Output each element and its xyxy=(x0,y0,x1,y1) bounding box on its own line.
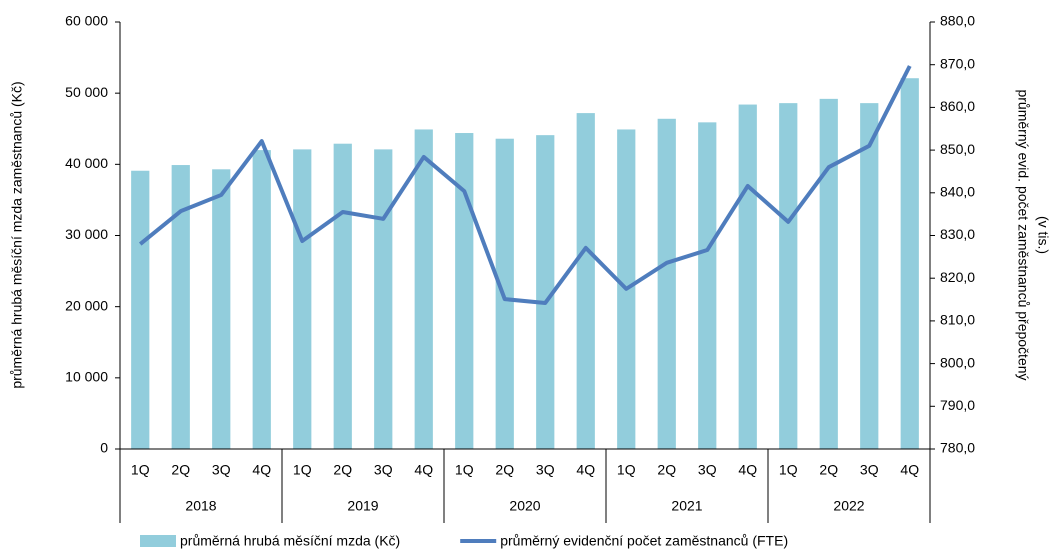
bar xyxy=(698,122,717,449)
x-group-label: 2021 xyxy=(671,498,702,514)
bar xyxy=(131,170,150,449)
bar xyxy=(293,149,312,449)
y-tick-label: 60 000 xyxy=(65,13,108,29)
y2-tick-label: 810,0 xyxy=(940,312,975,328)
x-tick-label: 1Q xyxy=(131,462,150,478)
bar xyxy=(779,103,798,449)
y2-tick-label: 780,0 xyxy=(940,440,975,456)
y2-tick-label: 840,0 xyxy=(940,184,975,200)
legend-label: průměrná hrubá měsíční mzda (Kč) xyxy=(180,533,400,549)
x-tick-label: 1Q xyxy=(293,462,312,478)
y-tick-label: 40 000 xyxy=(65,155,108,171)
bar xyxy=(171,165,190,450)
y2-tick-label: 850,0 xyxy=(940,141,975,157)
x-tick-label: 3Q xyxy=(212,462,231,478)
legend-label: průměrný evidenční počet zaměstnanců (FT… xyxy=(500,533,788,549)
y2-tick-label: 800,0 xyxy=(940,354,975,370)
x-tick-label: 2Q xyxy=(657,462,676,478)
x-tick-label: 2Q xyxy=(495,462,514,478)
bar xyxy=(819,98,838,450)
bar xyxy=(414,129,433,449)
y-tick-label: 0 xyxy=(100,440,108,456)
x-tick-label: 4Q xyxy=(576,462,595,478)
x-group-label: 2019 xyxy=(347,498,378,514)
x-tick-label: 3Q xyxy=(860,462,879,478)
x-tick-label: 1Q xyxy=(455,462,474,478)
y2-tick-label: 880,0 xyxy=(940,13,975,29)
x-tick-label: 3Q xyxy=(536,462,555,478)
x-tick-label: 4Q xyxy=(738,462,757,478)
y2-tick-label: 870,0 xyxy=(940,55,975,71)
x-tick-label: 1Q xyxy=(617,462,636,478)
x-tick-label: 2Q xyxy=(333,462,352,478)
x-tick-label: 4Q xyxy=(414,462,433,478)
x-tick-label: 2Q xyxy=(819,462,838,478)
y-tick-label: 10 000 xyxy=(65,369,108,385)
x-tick-label: 1Q xyxy=(779,462,798,478)
y2-axis-title: průměrný evid. počet zaměstnanců přepočt… xyxy=(1015,89,1031,380)
bar xyxy=(252,150,271,449)
x-group-label: 2020 xyxy=(509,498,540,514)
bar xyxy=(576,113,595,450)
y-tick-label: 50 000 xyxy=(65,84,108,100)
y2-tick-label: 830,0 xyxy=(940,226,975,242)
y2-tick-label: 790,0 xyxy=(940,397,975,413)
x-group-label: 2022 xyxy=(833,498,864,514)
x-tick-label: 2Q xyxy=(171,462,190,478)
y-tick-label: 30 000 xyxy=(65,226,108,242)
bar xyxy=(536,135,555,449)
y-tick-label: 20 000 xyxy=(65,297,108,313)
x-group-label: 2018 xyxy=(185,498,216,514)
line xyxy=(138,65,912,305)
legend-swatch xyxy=(140,535,176,547)
bar xyxy=(860,103,879,449)
x-tick-label: 4Q xyxy=(900,462,919,478)
bar xyxy=(374,149,393,449)
bar xyxy=(455,133,474,449)
y2-tick-label: 860,0 xyxy=(940,98,975,114)
bar xyxy=(212,169,231,449)
bar xyxy=(657,118,676,449)
x-tick-label: 3Q xyxy=(374,462,393,478)
x-tick-label: 4Q xyxy=(252,462,271,478)
y2-axis-title: (v tis.) xyxy=(1035,216,1050,254)
bar xyxy=(738,104,757,449)
x-tick-label: 3Q xyxy=(698,462,717,478)
y2-tick-label: 820,0 xyxy=(940,269,975,285)
bar xyxy=(900,78,919,449)
bar xyxy=(333,143,352,449)
y-axis-title: průměrná hrubá měsíční mzda zaměstnanců … xyxy=(9,81,25,388)
